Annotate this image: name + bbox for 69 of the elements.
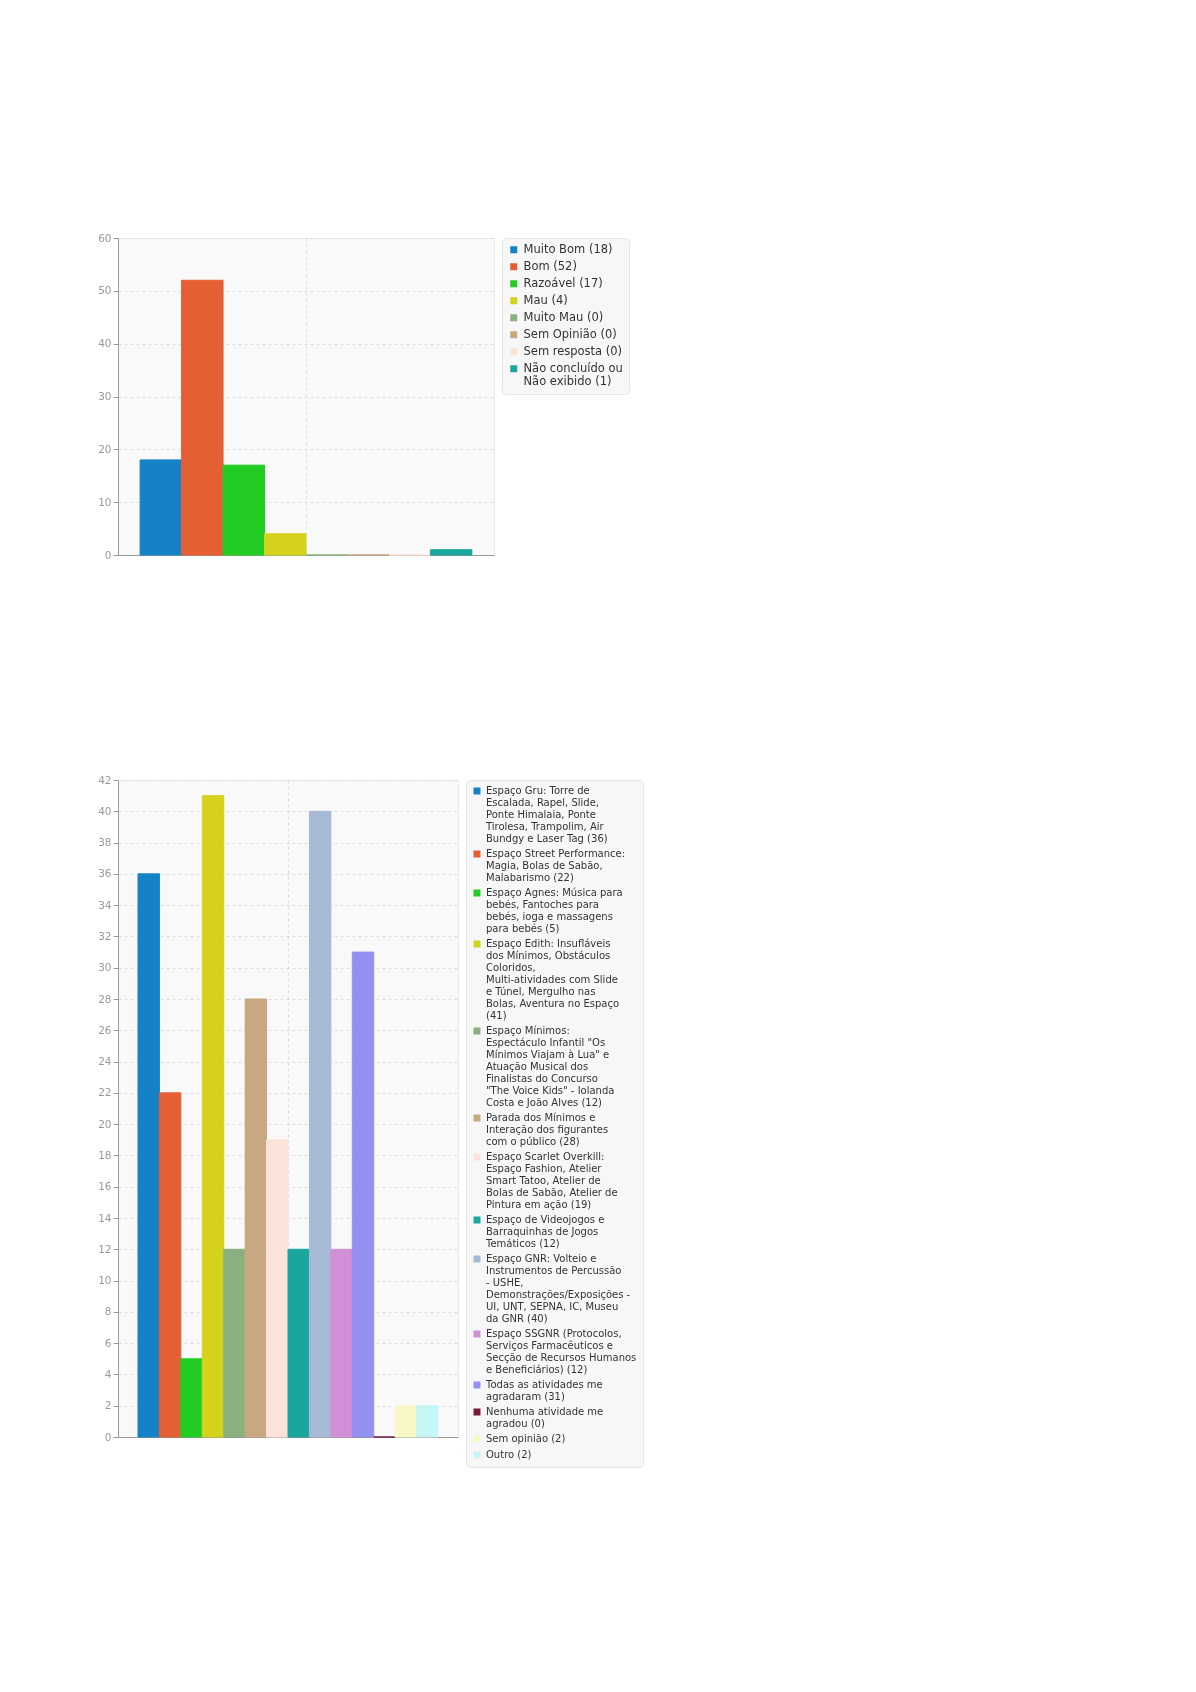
legend-label: Muito Mau (0) — [523, 309, 604, 324]
bar — [222, 464, 266, 556]
legend-label: Razoável (17) — [523, 275, 603, 290]
legend-label: Mau (4) — [523, 292, 568, 307]
bar — [266, 1139, 289, 1438]
y-tick-label: 14 — [98, 1211, 112, 1224]
bar — [201, 795, 225, 1438]
bar — [139, 459, 183, 556]
legend-label: Espaço Edith: Insufláveis dos Mínimos, Obstáculos Coloridos, Multi-atividades com Slide e Túnel, Mergulho nas Bolas, Aventura no Espaço (41) — [486, 938, 620, 1021]
y-tick-label: 16 — [98, 1180, 112, 1193]
legend-label: Espaço Street Performance: Magia, Bolas de Sabão, Malabarismo (22) — [486, 848, 626, 883]
legend-label: Nenhuma atividade me agradou (0) — [486, 1406, 604, 1429]
legend-label: Outro (2) — [486, 1449, 532, 1460]
bar — [308, 810, 332, 1438]
y-tick-label: 8 — [104, 1305, 112, 1318]
y-tick-label: 28 — [98, 992, 112, 1005]
legend-label: Espaço Scarlet Overkill: Espaço Fashion, Atelier Smart Tatoo, Atelier de Bolas de Sabão, Atelier de Pintura em ação (19) — [486, 1151, 618, 1210]
legend-label: Espaço Mínimos: Espectáculo Infantil "Os Mínimos Viajam à Lua" e Atuação Musical dos Finalistas do Concurso "The Voice Kids" - Iolanda Costa e João Alves (12) — [486, 1025, 615, 1108]
legend-label: Sem Opinião (0) — [523, 326, 617, 341]
legend-label: Espaço SSGNR (Protocolos, Serviços Farmacêuticos e Secção de Recursos Humanos e Beneficiários) (12) — [486, 1328, 637, 1375]
y-tick-label: 6 — [104, 1336, 112, 1349]
y-tick-label: 2 — [104, 1399, 112, 1412]
y-tick-label: 18 — [98, 1148, 112, 1161]
y-tick-label: 40 — [98, 804, 112, 817]
bar — [244, 998, 268, 1438]
legend-label: Muito Bom (18) — [523, 241, 613, 256]
y-tick-label: 0 — [104, 548, 112, 561]
legend-label: Sem resposta (0) — [523, 343, 623, 358]
y-tick-label: 38 — [98, 836, 112, 849]
y-tick-label: 20 — [98, 1117, 112, 1130]
legend-label: Bom (52) — [523, 258, 577, 273]
y-tick-label: 26 — [98, 1023, 112, 1036]
bar — [287, 1248, 310, 1438]
y-tick-label: 4 — [104, 1367, 112, 1380]
bar — [429, 549, 473, 556]
bar — [223, 1248, 246, 1438]
legend-label: Todas as atividades me agradaram (31) — [485, 1379, 603, 1402]
y-tick-label: 34 — [98, 898, 112, 911]
y-tick-label: 30 — [98, 390, 112, 402]
legend-label: Não concluído ou Não exibido (1) — [523, 360, 623, 389]
y-tick-label: 10 — [98, 1274, 112, 1287]
bar — [330, 1248, 353, 1438]
y-tick-label: 0 — [104, 1430, 112, 1443]
y-tick-label: 40 — [98, 337, 112, 350]
bar — [416, 1405, 439, 1438]
y-tick-label: 30 — [98, 961, 112, 974]
y-tick-label: 12 — [98, 1242, 112, 1255]
y-tick-label: 22 — [98, 1086, 112, 1099]
bar — [137, 873, 160, 1438]
y-tick-label: 36 — [98, 867, 112, 880]
y-tick-label: 20 — [98, 442, 112, 455]
legend-label: Espaço GNR: Volteio e Instrumentos de Percussão - USHE, Demonstrações/Exposições - UI, UNT, SEPNA, IC, Museu da GNR (40) — [486, 1253, 631, 1324]
bar — [351, 951, 375, 1438]
bar — [158, 1092, 182, 1438]
bar — [264, 533, 307, 556]
y-tick-label: 50 — [98, 284, 112, 297]
bar — [180, 1358, 203, 1438]
y-tick-label: 32 — [98, 929, 112, 942]
bar — [181, 279, 224, 556]
bar — [394, 1405, 418, 1438]
y-tick-label: 42 — [98, 773, 112, 786]
legend-label: Espaço Gru: Torre de Escalada, Rapel, Slide, Ponte Himalaia, Ponte Tirolesa, Trampolim, Air Bundgy e Laser Tag (36) — [485, 785, 608, 844]
legend-label: Espaço de Videojogos e Barraquinhas de Jogos Temáticos (12) — [485, 1214, 605, 1249]
legend-label: Parada dos Mínimos e Interação dos figurantes com o público (28) — [486, 1112, 609, 1147]
legend-label: Sem opinião (2) — [486, 1433, 566, 1444]
y-tick-label: 60 — [98, 231, 112, 244]
y-tick-label: 24 — [98, 1055, 112, 1068]
legend-label: Espaço Agnes: Música para bebés, Fantoches para bebés, ioga e massagens para bebés (5) — [486, 887, 623, 934]
y-tick-label: 10 — [98, 495, 112, 508]
